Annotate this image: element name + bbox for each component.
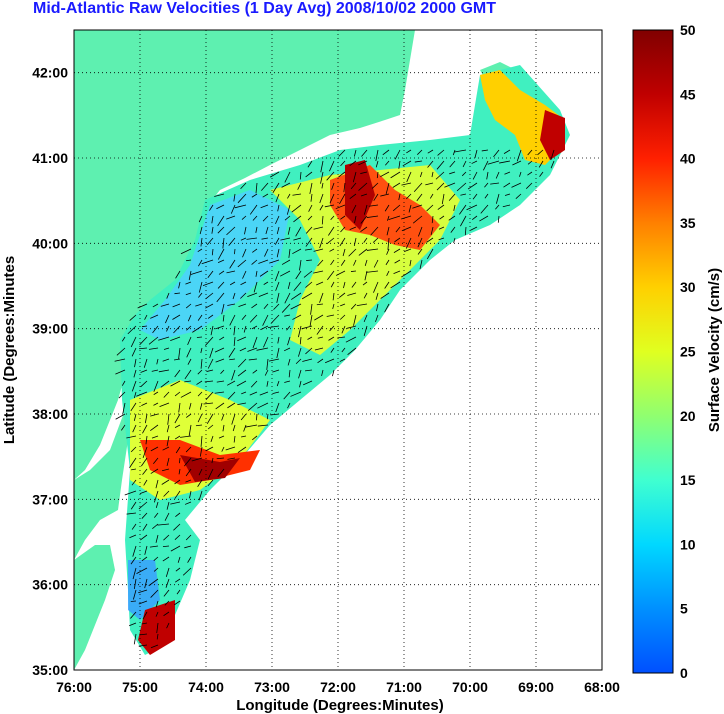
x-tick-label: 73:00 xyxy=(254,679,290,695)
y-axis-ticks: 42:00 41:00 40:00 39:00 38:00 37:00 36:00 35:00 xyxy=(32,65,68,678)
y-tick-label: 41:00 xyxy=(32,150,68,166)
colorbar-tick-label: 20 xyxy=(680,408,696,424)
velocity-peak-zone-south xyxy=(180,455,240,482)
grid-lines xyxy=(74,30,602,670)
x-tick-label: 70:00 xyxy=(452,679,488,695)
y-tick-label: 40:00 xyxy=(32,235,68,251)
y-tick-label: 39:00 xyxy=(32,321,68,337)
colorbar-tick-label: 5 xyxy=(680,601,688,617)
land-mass xyxy=(74,30,415,480)
x-axis-label: Longitude (Degrees:Minutes) xyxy=(236,697,444,714)
y-tick-label: 37:00 xyxy=(32,491,68,507)
carolina-coast xyxy=(74,545,115,670)
x-tick-label: 69:00 xyxy=(518,679,554,695)
x-tick-label: 72:00 xyxy=(320,679,356,695)
colorbar-tick-label: 25 xyxy=(680,344,696,360)
colorbar-tick-label: 10 xyxy=(680,536,696,552)
velocity-low-zone-north xyxy=(140,190,290,340)
colorbar-tick-label: 50 xyxy=(680,22,696,38)
y-tick-label: 36:00 xyxy=(32,577,68,593)
x-tick-label: 76:00 xyxy=(56,679,92,695)
velocity-low-zone-south xyxy=(128,560,160,620)
y-axis-label: Latitude (Degrees:Minutes xyxy=(1,256,18,444)
colorbar-tick-label: 40 xyxy=(680,151,696,167)
colorbar-label: Surface Velocity (cm/s) xyxy=(706,268,723,432)
colorbar xyxy=(632,29,674,674)
y-tick-label: 38:00 xyxy=(32,406,68,422)
x-axis-ticks: 76:00 75:00 74:00 73:00 72:00 71:00 70:00 69:00… xyxy=(56,679,620,695)
colorbar-tick-label: 35 xyxy=(680,215,696,231)
colorbar-tick-label: 30 xyxy=(680,279,696,295)
x-tick-label: 74:00 xyxy=(188,679,224,695)
colorbar-tick-label: 15 xyxy=(680,472,696,488)
colorbar-tick-label: 45 xyxy=(680,86,696,102)
y-tick-label: 42:00 xyxy=(32,65,68,81)
y-tick-label: 35:00 xyxy=(32,662,68,678)
colorbar-tick-label: 0 xyxy=(680,665,688,681)
plot-frame xyxy=(73,29,603,671)
velocity-peak-zone-east xyxy=(540,110,565,160)
velocity-arrows xyxy=(114,149,555,649)
x-tick-label: 68:00 xyxy=(584,679,620,695)
map-title: Mid-Atlantic Raw Velocities (1 Day Avg) … xyxy=(33,0,496,17)
x-tick-label: 71:00 xyxy=(386,679,422,695)
x-tick-label: 75:00 xyxy=(122,679,158,695)
